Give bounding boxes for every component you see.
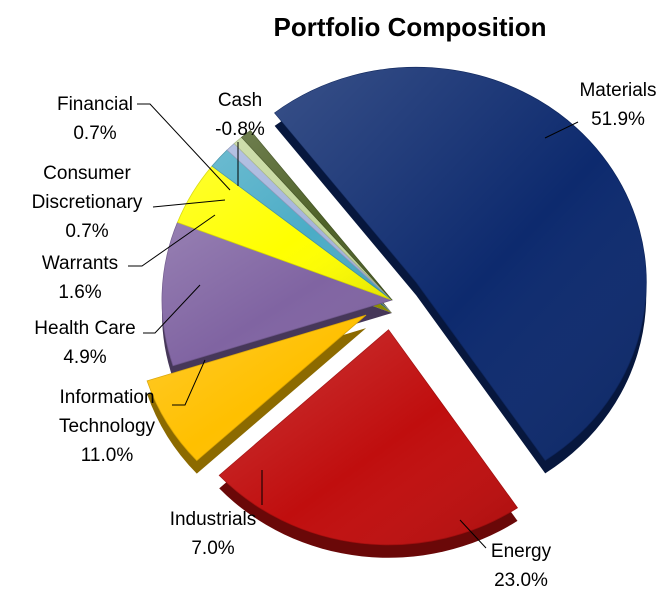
label-warrants-name: Warrants bbox=[42, 253, 118, 274]
leader-information-technology bbox=[172, 359, 206, 406]
label-consumer-value: 0.7% bbox=[65, 221, 108, 242]
label-it-name-line1: Information bbox=[59, 387, 154, 408]
label-it-value: 11.0% bbox=[81, 445, 134, 466]
leader-consumer-discretionary bbox=[152, 199, 226, 208]
label-industrials-value: 7.0% bbox=[191, 538, 234, 559]
label-materials-value: 51.9% bbox=[591, 109, 645, 130]
leader-health-care bbox=[143, 284, 201, 334]
label-healthcare-value: 4.9% bbox=[63, 347, 106, 368]
label-cash-value: -0.8% bbox=[215, 119, 265, 140]
label-warrants-value: 1.6% bbox=[58, 282, 101, 303]
label-energy-value: 23.0% bbox=[494, 570, 548, 591]
chart-title: Portfolio Composition bbox=[274, 12, 547, 42]
label-it-name-line2: Technology bbox=[59, 416, 156, 437]
label-consumer-name-line1: Consumer bbox=[43, 163, 131, 184]
leader-financial bbox=[137, 103, 231, 191]
label-cash-name: Cash bbox=[218, 90, 262, 111]
pie-slices bbox=[146, 66, 647, 558]
label-consumer-name-line2: Discretionary bbox=[32, 192, 143, 213]
leader-materials bbox=[544, 121, 579, 139]
slice-gloss-materials bbox=[274, 67, 647, 461]
label-healthcare-name: Health Care bbox=[34, 318, 135, 339]
slice-gloss-industrials bbox=[147, 315, 367, 461]
label-financial-value: 0.7% bbox=[73, 123, 116, 144]
slice-gloss-consumer-discretionary bbox=[227, 143, 392, 300]
leader-lines bbox=[128, 103, 579, 549]
label-industrials-name: Industrials bbox=[170, 509, 257, 530]
leader-warrants bbox=[128, 214, 216, 267]
slice-gloss-warrants bbox=[212, 150, 392, 300]
label-materials-name: Materials bbox=[579, 80, 656, 101]
slice-gloss-cash bbox=[241, 130, 392, 300]
label-energy-name: Energy bbox=[491, 541, 552, 562]
leader-energy bbox=[459, 519, 487, 549]
label-financial-name: Financial bbox=[57, 94, 133, 115]
slice-gloss-energy bbox=[219, 329, 518, 545]
slice-gloss-information-technology bbox=[161, 222, 392, 366]
slice-gloss-health-care bbox=[177, 166, 392, 300]
slice-gloss-financial bbox=[234, 137, 392, 300]
